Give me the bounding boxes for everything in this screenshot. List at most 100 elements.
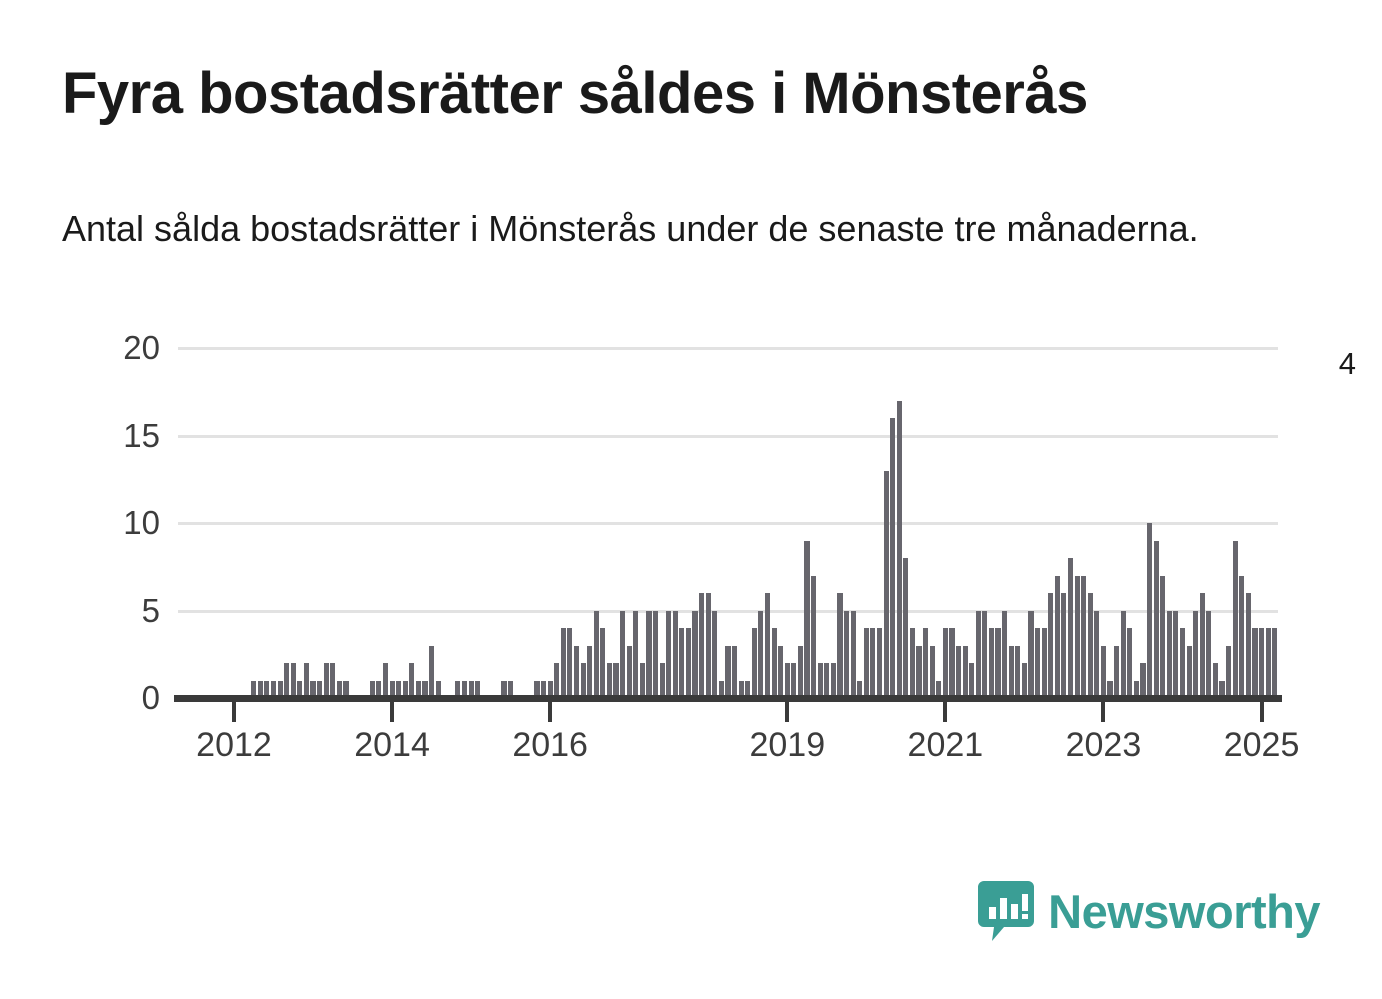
bar	[1067, 558, 1074, 698]
bar	[738, 680, 744, 698]
bar	[1061, 593, 1067, 698]
bar	[435, 680, 441, 698]
bar	[567, 628, 573, 698]
bar	[870, 628, 876, 698]
bar	[837, 593, 843, 698]
gridline	[178, 347, 1278, 350]
bar	[422, 680, 428, 698]
bar	[475, 680, 481, 698]
bar	[310, 680, 316, 698]
bar	[699, 593, 705, 698]
bar	[936, 680, 942, 698]
bar	[547, 680, 553, 698]
bar	[396, 680, 402, 698]
bar	[323, 663, 329, 698]
bar	[560, 628, 566, 698]
bar	[995, 628, 1001, 698]
bar	[264, 680, 270, 698]
bar	[461, 680, 468, 698]
bar	[468, 680, 474, 698]
x-tick	[785, 702, 790, 722]
bar	[962, 645, 968, 698]
y-axis-labels: 0 5 10 15 20	[62, 331, 160, 714]
gridline	[178, 609, 1278, 613]
bar	[1048, 593, 1054, 698]
bar	[758, 610, 764, 698]
bar	[791, 663, 797, 698]
bar	[725, 645, 731, 698]
x-tick-label: 2023	[1065, 726, 1142, 764]
bar	[290, 663, 296, 698]
bar	[764, 593, 771, 698]
bar	[909, 628, 915, 698]
bar	[1028, 610, 1034, 698]
bar	[639, 663, 645, 698]
bar	[666, 610, 672, 698]
bar	[751, 628, 757, 698]
bar	[1133, 680, 1139, 698]
bar	[949, 628, 955, 698]
bar	[1015, 645, 1021, 698]
bar	[876, 628, 883, 698]
bar	[593, 610, 599, 698]
bar	[402, 680, 408, 698]
page-subtitle: Antal sålda bostadsrätter i Mönsterås un…	[62, 208, 1199, 249]
bar	[896, 400, 902, 698]
bar	[646, 610, 652, 698]
bar	[554, 663, 560, 698]
bar	[1008, 645, 1014, 698]
bar	[1035, 628, 1041, 698]
bar	[929, 645, 935, 698]
bar	[824, 663, 830, 698]
x-tick	[231, 702, 236, 722]
bar	[1245, 593, 1251, 698]
bar	[1002, 610, 1008, 698]
y-tick-label: 5	[141, 591, 160, 629]
x-axis-line	[174, 695, 1282, 702]
bar	[508, 680, 514, 698]
bar	[732, 645, 738, 698]
bar	[1087, 593, 1093, 698]
bar	[382, 663, 389, 698]
bar	[1074, 575, 1080, 698]
bar	[652, 610, 659, 698]
y-tick-label: 10	[123, 504, 160, 541]
bar	[1160, 575, 1166, 698]
bar	[863, 628, 869, 698]
bar	[659, 663, 665, 698]
bar	[587, 645, 593, 698]
bar	[982, 610, 988, 698]
bar	[1173, 610, 1179, 698]
bar	[317, 680, 323, 698]
bar	[303, 663, 309, 698]
bar	[1212, 663, 1218, 698]
x-tick-label: 2021	[907, 726, 984, 764]
bar	[830, 663, 836, 698]
bar	[277, 680, 283, 698]
x-tick	[1259, 702, 1264, 722]
bar	[1265, 628, 1271, 698]
bar	[817, 663, 823, 698]
bar	[903, 558, 909, 698]
bar	[330, 663, 336, 698]
bar	[1179, 628, 1186, 698]
bar	[778, 645, 784, 698]
bar	[270, 680, 277, 698]
bar-chart: 0 5 10 15 20 4 2012 2014 2016 2019 2021 2023 2025	[62, 331, 1356, 765]
y-tick-label: 0	[141, 679, 160, 716]
x-tick	[943, 702, 948, 722]
bar	[541, 680, 547, 698]
bar	[890, 418, 896, 698]
bar	[1193, 610, 1199, 698]
bar	[1094, 610, 1100, 698]
bar	[284, 663, 290, 698]
bar	[613, 663, 619, 698]
bar	[534, 680, 540, 698]
bar	[389, 680, 395, 698]
x-tick	[1101, 702, 1106, 722]
page-title: Fyra bostadsrätter såldes i Mönsterås	[62, 61, 1088, 126]
highlight-value-label: 4	[1338, 346, 1356, 381]
bar	[850, 610, 856, 698]
bar	[429, 645, 435, 698]
bar	[942, 628, 948, 698]
